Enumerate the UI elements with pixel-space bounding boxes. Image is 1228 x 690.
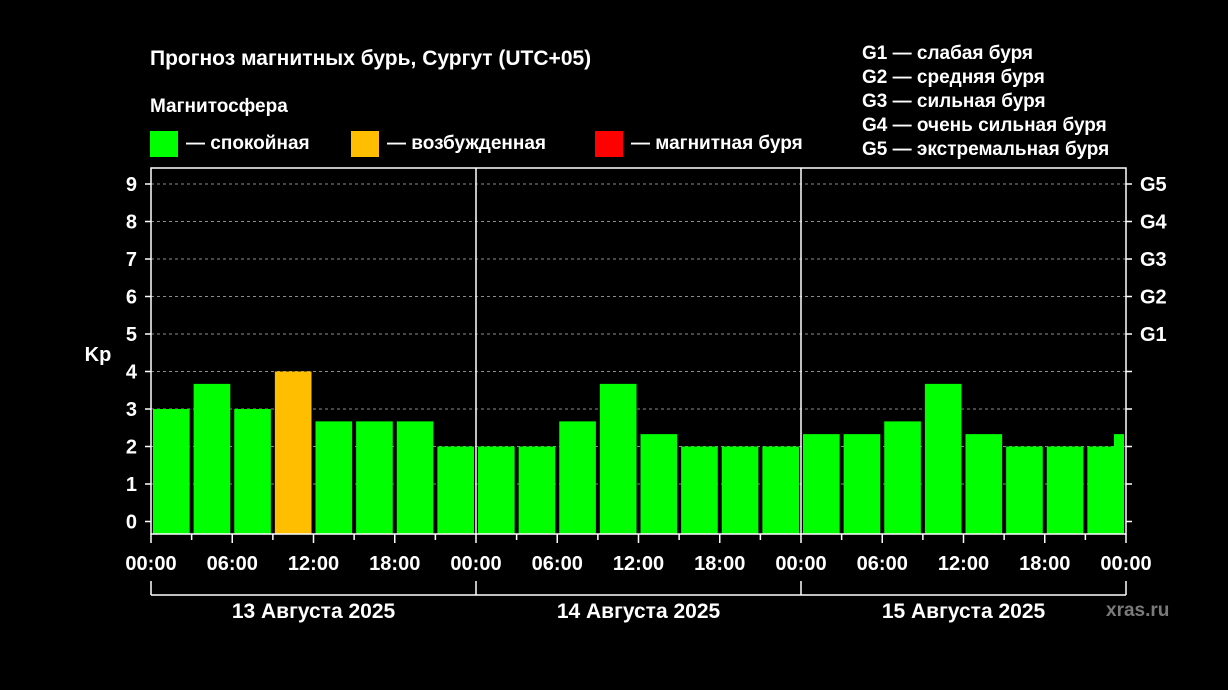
x-tick-label: 18:00 bbox=[1019, 553, 1070, 575]
y-tick-label: 6 bbox=[126, 287, 137, 309]
x-tick-label: 00:00 bbox=[775, 553, 826, 575]
x-tick-label: 12:00 bbox=[288, 553, 339, 575]
g-scale-label: G2 bbox=[1140, 287, 1167, 309]
x-tick-label: 12:00 bbox=[938, 553, 989, 575]
y-tick-label: 2 bbox=[126, 437, 137, 459]
y-tick-label: 9 bbox=[126, 174, 137, 196]
g-legend-g4: G4 — очень сильная буря bbox=[862, 115, 1107, 136]
kp-bar bbox=[315, 421, 353, 534]
kp-bar bbox=[153, 409, 190, 534]
legend-label-calm: — спокойная bbox=[186, 133, 310, 154]
day-label: 13 Августа 2025 bbox=[232, 600, 396, 623]
kp-bar bbox=[843, 434, 881, 534]
day-label: 14 Августа 2025 bbox=[557, 600, 721, 623]
legend-item-storm: — магнитная буря bbox=[595, 131, 803, 157]
legend-title: Магнитосфера bbox=[150, 96, 288, 117]
y-tick-label: 1 bbox=[126, 474, 137, 496]
kp-bar bbox=[356, 421, 393, 534]
kp-bar bbox=[640, 434, 678, 534]
kp-bar bbox=[1006, 446, 1043, 534]
legend-item-calm: — спокойная bbox=[150, 131, 310, 157]
watermark: xras.ru bbox=[1106, 600, 1170, 621]
chart-title: Прогноз магнитных бурь, Сургут (UTC+05) bbox=[150, 47, 592, 70]
kp-bar bbox=[721, 446, 759, 534]
g-legend-g5: G5 — экстремальная буря bbox=[862, 139, 1110, 160]
day-label: 15 Августа 2025 bbox=[882, 600, 1046, 623]
legend-label-storm: — магнитная буря bbox=[631, 133, 803, 154]
kp-bar bbox=[234, 409, 271, 534]
kp-bar bbox=[681, 446, 718, 534]
g-legend-g2: G2 — средняя буря bbox=[862, 67, 1045, 88]
kp-bar bbox=[884, 421, 921, 534]
kp-bar bbox=[193, 383, 231, 534]
kp-bar bbox=[478, 446, 515, 534]
legend-item-excited: — возбужденная bbox=[351, 131, 546, 157]
x-tick-label: 06:00 bbox=[857, 553, 908, 575]
g-scale-legend: G1 — слабая буря G2 — средняя буря G3 — … bbox=[862, 42, 1109, 162]
x-tick-label: 18:00 bbox=[369, 553, 420, 575]
kp-bar bbox=[803, 434, 840, 534]
x-tick-label: 18:00 bbox=[694, 553, 745, 575]
legend-swatch-calm bbox=[150, 131, 178, 157]
y-tick-label: 4 bbox=[126, 362, 138, 384]
x-tick-label: 06:00 bbox=[207, 553, 258, 575]
kp-bar bbox=[437, 446, 474, 534]
y-tick-label: 0 bbox=[126, 512, 137, 534]
y-tick-label: 7 bbox=[126, 249, 137, 271]
y-axis-label: Kp bbox=[85, 344, 112, 366]
x-tick-label: 00:00 bbox=[125, 553, 176, 575]
kp-bar bbox=[1046, 446, 1084, 534]
x-tick-label: 00:00 bbox=[450, 553, 501, 575]
kp-bar bbox=[559, 421, 596, 534]
g-scale-label: G3 bbox=[1140, 249, 1167, 271]
x-tick-label: 12:00 bbox=[613, 553, 664, 575]
kp-bar bbox=[396, 421, 434, 534]
x-tick-label: 00:00 bbox=[1100, 553, 1151, 575]
g-legend-g1: G1 — слабая буря bbox=[862, 43, 1034, 64]
kp-bar bbox=[274, 371, 312, 534]
kp-bar bbox=[924, 383, 962, 534]
kp-bar bbox=[518, 446, 556, 534]
y-tick-label: 3 bbox=[126, 399, 137, 421]
kp-bar bbox=[762, 446, 799, 534]
g-scale-label: G1 bbox=[1140, 324, 1167, 346]
x-tick-label: 06:00 bbox=[532, 553, 583, 575]
g-legend-g3: G3 — сильная буря bbox=[862, 91, 1046, 112]
kp-bar bbox=[965, 434, 1003, 534]
y-tick-label: 8 bbox=[126, 212, 137, 234]
g-scale-label: G4 bbox=[1140, 212, 1168, 234]
legend-swatch-storm bbox=[595, 131, 623, 157]
legend-label-excited: — возбужденная bbox=[387, 133, 547, 154]
kp-bar bbox=[599, 383, 637, 534]
y-tick-label: 5 bbox=[126, 324, 137, 346]
g-scale-label: G5 bbox=[1140, 174, 1167, 196]
kp-bar bbox=[1114, 434, 1124, 534]
legend-swatch-excited bbox=[351, 131, 379, 157]
